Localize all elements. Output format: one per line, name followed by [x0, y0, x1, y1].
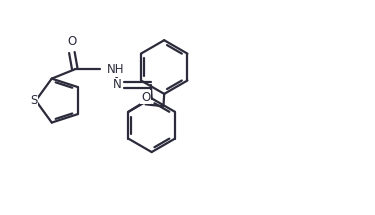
Text: NH: NH — [106, 63, 124, 76]
Text: S: S — [30, 94, 38, 107]
Text: N: N — [113, 78, 122, 91]
Text: O: O — [141, 91, 150, 104]
Text: O: O — [67, 35, 76, 48]
